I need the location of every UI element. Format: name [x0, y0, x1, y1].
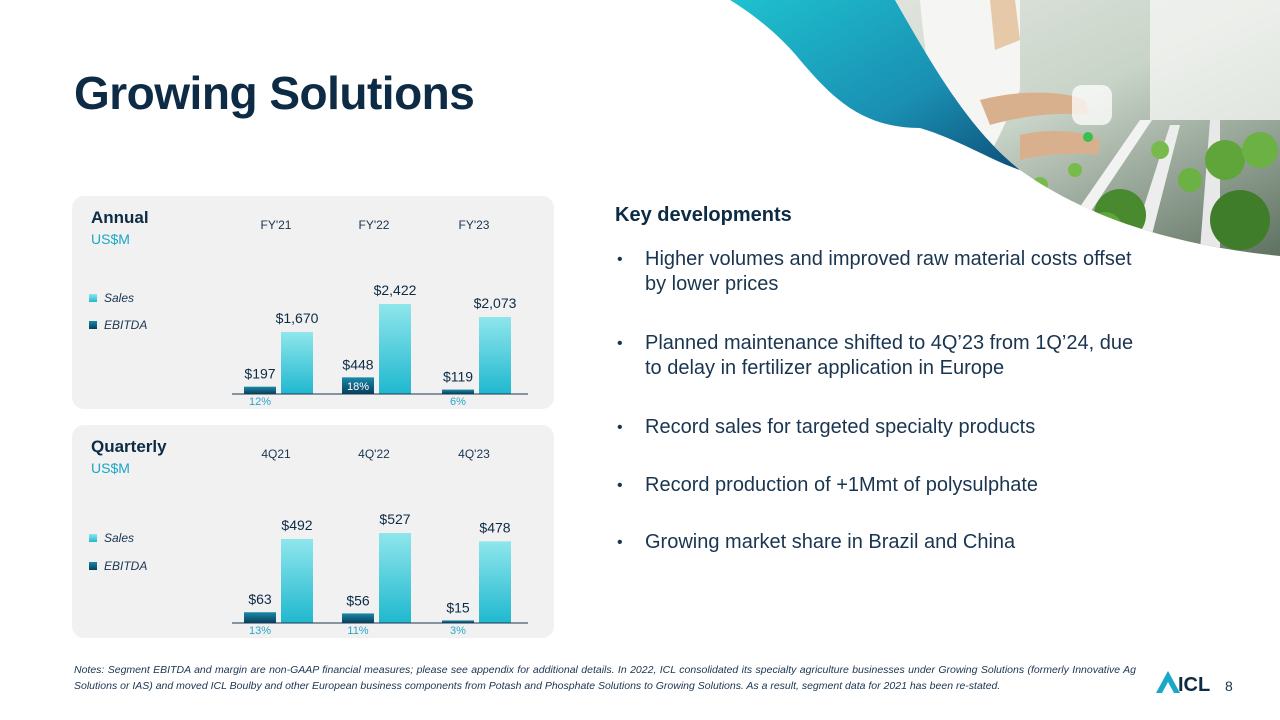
- chart-unit: US$M: [91, 460, 130, 476]
- page-number: 8: [1225, 678, 1233, 694]
- sales-bar: [379, 533, 411, 623]
- sales-value-label: $478: [479, 519, 510, 535]
- legend-swatch-sales: [89, 294, 97, 302]
- ebitda-bar: [244, 386, 276, 394]
- key-development-item: Higher volumes and improved raw material…: [615, 247, 1135, 331]
- key-development-item: Growing market share in Brazil and China: [615, 530, 1135, 555]
- chart-title: Quarterly: [91, 437, 167, 456]
- sales-value-label: $492: [281, 517, 312, 533]
- sales-bar: [479, 316, 511, 394]
- ebitda-value-label: $15: [446, 599, 470, 615]
- category-label: 4Q'23: [458, 447, 490, 461]
- quarterly-chart: Quarterly US$M Sales EBITDA 4Q21 $63 $492 13% 4Q…: [89, 437, 528, 637]
- sales-bar: [379, 304, 411, 394]
- annual-chart: Annual US$M Sales EBITDA FY'21 $197 $1,670 12% F…: [89, 208, 528, 408]
- key-development-item: Planned maintenance shifted to 4Q’23 fro…: [615, 331, 1135, 415]
- category-label: FY'22: [359, 218, 390, 232]
- annual-chart-panel: Annual US$M Sales EBITDA FY'21 $197 $1,670 12% F…: [72, 196, 554, 409]
- ebitda-margin-label: 11%: [347, 625, 368, 637]
- legend-swatch-ebitda: [89, 562, 97, 570]
- ebitda-bar: [342, 377, 374, 394]
- ebitda-margin-label: 13%: [249, 625, 271, 637]
- category-label: FY'21: [261, 218, 292, 232]
- legend-label-ebitda: EBITDA: [104, 559, 147, 573]
- ebitda-margin-label: 3%: [450, 625, 466, 637]
- key-development-item: Record production of +1Mmt of polysulpha…: [615, 473, 1135, 530]
- sales-bar: [479, 541, 511, 623]
- category-label: 4Q'22: [358, 447, 390, 461]
- footnotes: Notes: Segment EBITDA and margin are non…: [74, 664, 1136, 692]
- sales-value-label: $527: [379, 511, 410, 527]
- sales-value-label: $1,670: [276, 310, 319, 326]
- icl-logo: ICL: [1156, 669, 1216, 696]
- ebitda-margin-label: 18%: [347, 381, 369, 393]
- sales-value-label: $2,422: [374, 282, 417, 298]
- header-photo: [720, 0, 1280, 260]
- category-label: FY'23: [459, 218, 490, 232]
- key-development-item: Record sales for targeted specialty prod…: [615, 415, 1135, 473]
- legend-label-sales: Sales: [104, 531, 134, 545]
- legend-label-sales: Sales: [104, 291, 134, 305]
- legend-swatch-sales: [89, 534, 97, 542]
- ebitda-bar: [342, 613, 374, 623]
- key-developments-title: Key developments: [615, 204, 792, 226]
- chart-title: Annual: [91, 208, 149, 227]
- ebitda-bar: [442, 389, 474, 394]
- legend-swatch-ebitda: [89, 321, 97, 329]
- chart-unit: US$M: [91, 231, 130, 247]
- ebitda-value-label: $197: [244, 366, 275, 382]
- ebitda-value-label: $56: [346, 592, 370, 608]
- legend-label-ebitda: EBITDA: [104, 318, 147, 332]
- ebitda-value-label: $63: [248, 591, 272, 607]
- ebitda-bar: [244, 612, 276, 623]
- ebitda-value-label: $119: [443, 369, 473, 385]
- ebitda-margin-label: 12%: [249, 396, 271, 408]
- logo-text: ICL: [1178, 674, 1210, 695]
- ebitda-margin-label: 6%: [450, 396, 466, 408]
- sales-bar: [281, 538, 313, 623]
- key-developments-list: Higher volumes and improved raw material…: [615, 247, 1135, 555]
- ebitda-value-label: $448: [342, 356, 373, 372]
- ebitda-bar: [442, 620, 474, 623]
- page-title: Growing Solutions: [74, 67, 475, 119]
- category-label: 4Q21: [261, 447, 291, 461]
- sales-value-label: $2,073: [474, 295, 517, 311]
- sales-bar: [281, 331, 313, 394]
- quarterly-chart-panel: Quarterly US$M Sales EBITDA 4Q21 $63 $492 13% 4Q…: [72, 425, 554, 638]
